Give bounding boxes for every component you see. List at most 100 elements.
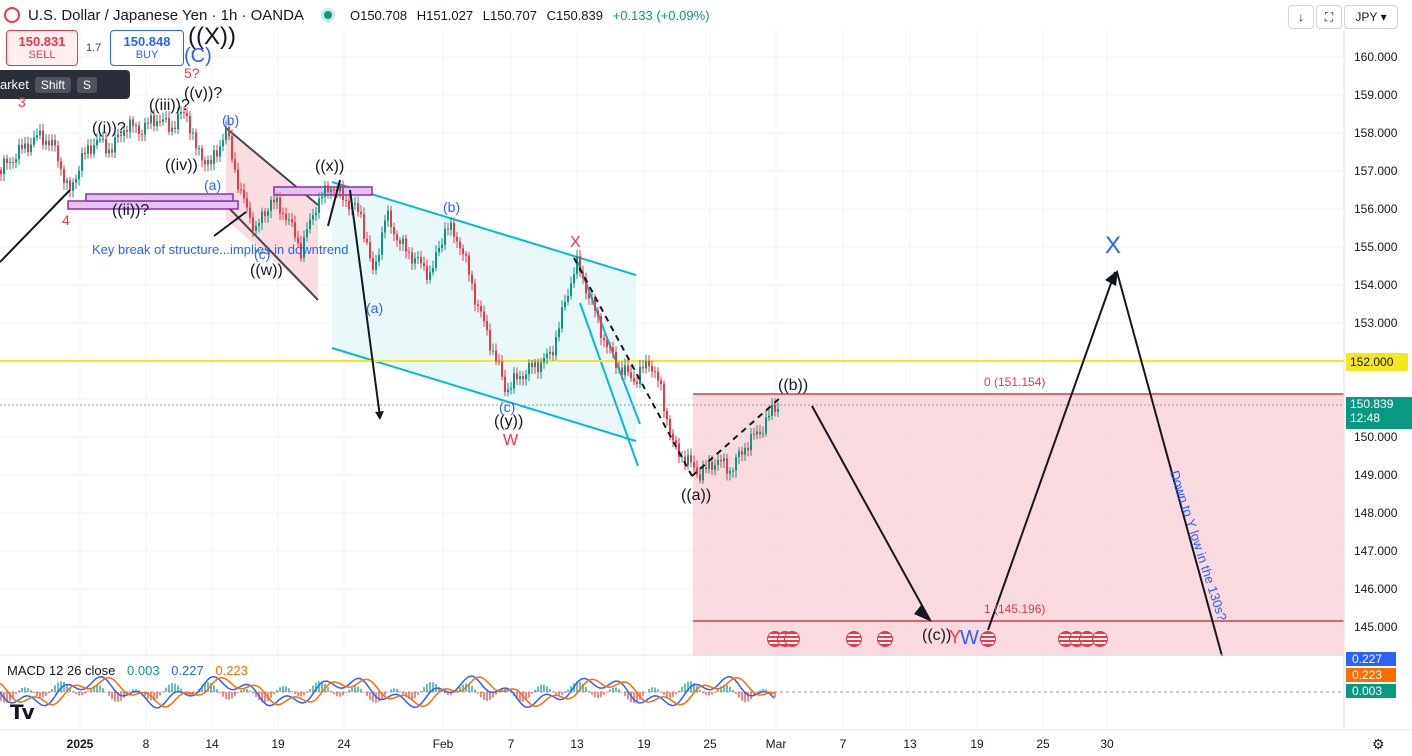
tradingview-logo[interactable]: 𝗧𝘃 [10, 702, 35, 724]
tooltip-key-s: S [76, 76, 97, 93]
buy-label: BUY [135, 49, 159, 61]
fib-label-0: 0 (151.154) [984, 375, 1046, 389]
price-tick: 153.000 [1354, 316, 1398, 330]
us-flag-event-icon[interactable] [877, 631, 893, 647]
label-W-blue: W [960, 627, 979, 649]
macd-signal-value: 0.223 [215, 663, 248, 678]
channel-lower[interactable] [331, 347, 637, 442]
market-status-icon [323, 11, 332, 19]
label-four: 4 [62, 212, 70, 228]
label-iii: ((iii))? [149, 97, 190, 114]
sell-button[interactable]: 150.831 SELL [6, 30, 78, 66]
tooltip-key-shift: Shift [34, 76, 71, 93]
macd-macd-value: 0.227 [171, 663, 204, 678]
label-ii: ((ii))? [112, 202, 150, 219]
chart-header: U.S. Dollar / Japanese Yen · 1h · OANDA … [4, 0, 715, 30]
us-flag-event-icon[interactable] [980, 631, 996, 647]
label-iv: ((iv)) [165, 157, 198, 174]
bar-countdown: 12:48 [1350, 411, 1381, 425]
time-tick: 19 [271, 737, 285, 751]
small-channel-2[interactable] [577, 261, 641, 425]
label-bb: ((b)) [778, 377, 809, 394]
download-icon[interactable]: ↓ [1288, 5, 1314, 29]
macd-tag-hist: 0.003 [1346, 684, 1396, 698]
ohlc-values: O150.708 H151.027 L150.707 C150.839 +0.1… [350, 8, 715, 23]
price-tick: 155.000 [1354, 240, 1398, 254]
us-flag-event-icon[interactable] [1092, 631, 1108, 647]
time-tick: 8 [142, 737, 150, 751]
last-price-tag: 150.839 12:48 [1346, 397, 1412, 429]
currency-label: JPY [1355, 10, 1378, 24]
dashed-path-1 [573, 257, 693, 477]
label-cc: ((c)) [922, 627, 952, 644]
time-tick: 13 [570, 737, 584, 751]
ohlc-close: C150.839 [546, 7, 603, 23]
currency-select[interactable]: JPY ▾ [1344, 5, 1398, 29]
us-flag-event-icon[interactable] [846, 631, 862, 647]
support-box-1[interactable] [67, 200, 239, 210]
arrow-head-1 [914, 604, 932, 622]
price-tick: 160.000 [1354, 50, 1398, 64]
last-price-value: 150.839 [1350, 397, 1394, 411]
label-X-red: X [570, 234, 581, 251]
label-key-break: Key break of structure...implies in down… [92, 242, 349, 257]
label-c1: (c) [254, 246, 271, 262]
buy-button[interactable]: 150.848 BUY [110, 30, 184, 66]
ohlc-high: H151.027 [416, 7, 474, 23]
label-big-x: ((X)) [188, 23, 236, 50]
level-152-tag[interactable]: 152.000 [1346, 353, 1408, 371]
label-aa: ((a)) [681, 487, 712, 504]
tooltip-label: arket [0, 77, 29, 92]
time-tick: 7 [839, 737, 847, 751]
price-tick: 148.000 [1354, 506, 1398, 520]
label-y: ((y)) [494, 413, 524, 430]
symbol-title[interactable]: U.S. Dollar / Japanese Yen · 1h · OANDA [28, 6, 304, 24]
time-tick: 25 [703, 737, 717, 751]
arrow-head-2 [1105, 270, 1118, 286]
fullscreen-icon[interactable]: ⛶ [1316, 5, 1342, 29]
wedge-fill [226, 130, 318, 298]
label-v: ((v))? [184, 85, 223, 102]
time-tick: 30 [1100, 737, 1114, 751]
us-flag-event-icon[interactable] [784, 631, 800, 647]
fib-label-1: 1 (145.196) [984, 602, 1046, 616]
settings-gear-icon[interactable]: ⚙ [1372, 736, 1385, 752]
ohlc-change: +0.133 (+0.09%) [612, 7, 710, 23]
sell-label: SELL [28, 49, 56, 61]
time-tick: Feb [432, 737, 454, 751]
arrow-head-3 [375, 411, 384, 420]
wedge-line-lower[interactable] [225, 204, 319, 301]
label-a1: (a) [204, 177, 222, 193]
label-x: ((x)) [315, 158, 345, 175]
label-i: ((i))? [92, 120, 126, 137]
macd-tag-signal: 0.223 [1346, 668, 1396, 682]
price-tick: 154.000 [1354, 278, 1398, 292]
time-tick: 7 [507, 737, 515, 751]
macd-tag-macd: 0.227 [1346, 652, 1396, 666]
support-box-3[interactable] [273, 186, 373, 196]
label-c: (C) [184, 45, 212, 67]
macd-legend: MACD 12 26 close 0.003 0.227 0.223 [7, 663, 256, 678]
price-tick: 156.000 [1354, 202, 1398, 216]
price-tick: 146.000 [1354, 582, 1398, 596]
buy-price: 150.848 [123, 34, 171, 49]
price-tick: 149.000 [1354, 468, 1398, 482]
price-tick: 147.000 [1354, 544, 1398, 558]
time-tick: 19 [637, 737, 651, 751]
channel-upper[interactable] [331, 181, 637, 276]
small-channel-1[interactable] [579, 302, 639, 467]
label-c2: (c) [499, 399, 516, 415]
label-b2: (b) [443, 199, 461, 215]
time-tick: 2025 [66, 737, 94, 751]
macd-signal-line [0, 676, 775, 708]
fib-retracement-zone[interactable] [693, 394, 1344, 656]
label-W-red: W [503, 432, 519, 449]
price-tick: 150.000 [1354, 430, 1398, 444]
time-tick: 13 [903, 737, 917, 751]
support-box-2[interactable] [85, 193, 234, 202]
macd-hist-value: 0.003 [127, 663, 160, 678]
label-X-blue: X [1105, 232, 1122, 259]
projection-path[interactable] [0, 179, 1223, 657]
macd-title[interactable]: MACD 12 26 close [7, 663, 116, 678]
